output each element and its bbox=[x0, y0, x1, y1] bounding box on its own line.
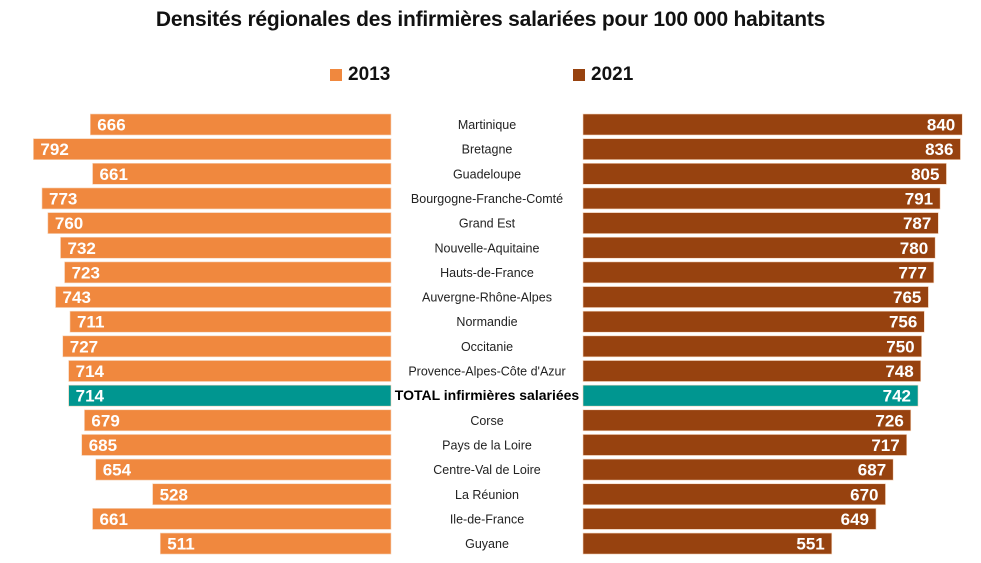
value-label-2021-bourgogne-franche-comte: 791 bbox=[905, 189, 933, 208]
bar-2013-auvergne-rhone-alpes bbox=[55, 286, 392, 308]
bar-2021-grand-est bbox=[582, 212, 939, 234]
bar-2013-corse bbox=[84, 409, 392, 432]
bar-2021-guyane bbox=[582, 532, 833, 555]
bar-2021-martinique bbox=[582, 113, 963, 136]
value-label-2013-auvergne-rhone-alpes: 743 bbox=[63, 288, 91, 307]
bar-2013-ile-de-france bbox=[92, 508, 392, 530]
value-label-2013-bretagne: 792 bbox=[40, 140, 68, 159]
category-label-guyane: Guyane bbox=[465, 537, 509, 551]
category-label-auvergne-rhone-alpes: Auvergne-Rhône-Alpes bbox=[422, 291, 552, 305]
bar-2021-occitanie bbox=[582, 335, 922, 358]
legend-label-2013: 2013 bbox=[348, 64, 391, 85]
value-label-2021-hauts-de-france: 777 bbox=[898, 263, 926, 282]
bar-2013-martinique bbox=[90, 113, 392, 136]
value-label-2021-normandie: 756 bbox=[889, 313, 917, 332]
value-label-2021-occitanie: 750 bbox=[886, 337, 914, 356]
value-label-2013-corse: 679 bbox=[91, 411, 119, 430]
legend-label-2021: 2021 bbox=[591, 64, 634, 85]
value-label-2021-martinique: 840 bbox=[927, 116, 955, 135]
category-label-corse: Corse bbox=[470, 414, 503, 428]
bar-2021-corse bbox=[582, 409, 912, 432]
bar-2021-pays-de-la-loire bbox=[582, 434, 908, 456]
bar-2021-centre-val-de-loire bbox=[582, 458, 894, 481]
category-label-ile-de-france: Ile-de-France bbox=[450, 512, 524, 526]
value-label-2021-corse: 726 bbox=[875, 411, 903, 430]
value-label-2021-la-reunion: 670 bbox=[850, 485, 878, 504]
bar-2021-ile-de-france bbox=[582, 508, 877, 530]
value-label-2013-guadeloupe: 661 bbox=[100, 165, 128, 184]
value-label-2013-martinique: 666 bbox=[97, 116, 125, 135]
value-label-2013-bourgogne-franche-comte: 773 bbox=[49, 189, 77, 208]
legend-item-2021: 2021 bbox=[573, 63, 633, 87]
bar-2013-bourgogne-franche-comte bbox=[41, 187, 392, 210]
legend-item-2013: 2013 bbox=[330, 63, 390, 87]
bar-2021-bourgogne-franche-comte bbox=[582, 187, 941, 210]
bar-2013-guadeloupe bbox=[92, 163, 392, 185]
value-label-2021-provence-alpes-cote-d-azur: 748 bbox=[885, 362, 913, 381]
bar-2013-normandie bbox=[69, 310, 392, 333]
value-label-2013-grand-est: 760 bbox=[55, 214, 83, 233]
bar-2013-grand-est bbox=[47, 212, 392, 234]
value-label-2013-centre-val-de-loire: 654 bbox=[103, 461, 132, 480]
bar-2021-nouvelle-aquitaine bbox=[582, 236, 936, 259]
category-label-total-infirmieres-salariees: TOTAL infirmières salariées bbox=[395, 387, 580, 403]
category-label-pays-de-la-loire: Pays de la Loire bbox=[442, 438, 532, 452]
value-label-2013-total-infirmieres-salariees: 714 bbox=[76, 387, 105, 406]
value-label-2013-ile-de-france: 661 bbox=[100, 510, 128, 529]
value-label-2013-provence-alpes-cote-d-azur: 714 bbox=[76, 362, 105, 381]
value-label-2021-ile-de-france: 649 bbox=[841, 510, 869, 529]
bar-2013-hauts-de-france bbox=[64, 261, 392, 284]
chart-title: Densités régionales des infirmières sala… bbox=[155, 8, 826, 31]
bar-2013-occitanie bbox=[62, 335, 392, 358]
category-label-occitanie: Occitanie bbox=[461, 340, 513, 354]
category-label-la-reunion: La Réunion bbox=[455, 488, 519, 502]
bar-2021-normandie bbox=[582, 310, 925, 333]
category-label-bretagne: Bretagne bbox=[462, 143, 513, 157]
bar-2013-centre-val-de-loire bbox=[95, 458, 392, 481]
bar-2021-provence-alpes-cote-d-azur bbox=[582, 360, 922, 382]
value-label-2013-occitanie: 727 bbox=[70, 337, 98, 356]
bar-2021-total-infirmieres-salariees bbox=[582, 384, 919, 407]
value-label-2013-nouvelle-aquitaine: 732 bbox=[68, 239, 96, 258]
category-label-bourgogne-franche-comte: Bourgogne-Franche-Comté bbox=[411, 192, 563, 206]
bar-2021-auvergne-rhone-alpes bbox=[582, 286, 929, 308]
category-label-hauts-de-france: Hauts-de-France bbox=[440, 266, 534, 280]
value-label-2021-grand-est: 787 bbox=[903, 214, 931, 233]
value-label-2013-hauts-de-france: 723 bbox=[72, 263, 100, 282]
value-label-2021-auvergne-rhone-alpes: 765 bbox=[893, 288, 921, 307]
bar-2013-pays-de-la-loire bbox=[81, 434, 392, 456]
value-label-2021-centre-val-de-loire: 687 bbox=[858, 461, 886, 480]
value-label-2013-la-reunion: 528 bbox=[160, 485, 188, 504]
category-label-martinique: Martinique bbox=[458, 118, 516, 132]
category-label-provence-alpes-cote-d-azur: Provence-Alpes-Côte d'Azur bbox=[408, 365, 565, 379]
category-label-guadeloupe: Guadeloupe bbox=[453, 167, 521, 181]
category-label-nouvelle-aquitaine: Nouvelle-Aquitaine bbox=[435, 241, 540, 255]
legend-swatch-2021 bbox=[573, 69, 585, 81]
value-label-2021-pays-de-la-loire: 717 bbox=[871, 436, 899, 455]
value-label-2021-guadeloupe: 805 bbox=[911, 165, 939, 184]
value-label-2021-total-infirmieres-salariees: 742 bbox=[883, 387, 911, 406]
bar-2021-hauts-de-france bbox=[582, 261, 935, 284]
bar-2013-guyane bbox=[159, 532, 392, 555]
value-label-2013-normandie: 711 bbox=[77, 313, 104, 332]
value-label-2021-nouvelle-aquitaine: 780 bbox=[900, 239, 928, 258]
bar-2013-total-infirmieres-salariees bbox=[68, 384, 392, 407]
category-label-centre-val-de-loire: Centre-Val de Loire bbox=[433, 463, 541, 477]
legend-swatch-2013 bbox=[330, 69, 342, 81]
bar-2021-la-reunion bbox=[582, 483, 886, 506]
bar-2013-la-reunion bbox=[152, 483, 392, 506]
bar-2013-provence-alpes-cote-d-azur bbox=[68, 360, 392, 382]
bar-2013-nouvelle-aquitaine bbox=[60, 236, 392, 259]
bar-2013-bretagne bbox=[33, 138, 392, 160]
category-label-normandie: Normandie bbox=[456, 315, 517, 329]
category-label-grand-est: Grand Est bbox=[459, 217, 516, 231]
value-label-2021-bretagne: 836 bbox=[925, 140, 953, 159]
bar-2021-guadeloupe bbox=[582, 163, 947, 185]
value-label-2013-pays-de-la-loire: 685 bbox=[89, 436, 117, 455]
bar-2021-bretagne bbox=[582, 138, 961, 160]
value-label-2013-guyane: 511 bbox=[167, 535, 194, 554]
value-label-2021-guyane: 551 bbox=[796, 535, 824, 554]
